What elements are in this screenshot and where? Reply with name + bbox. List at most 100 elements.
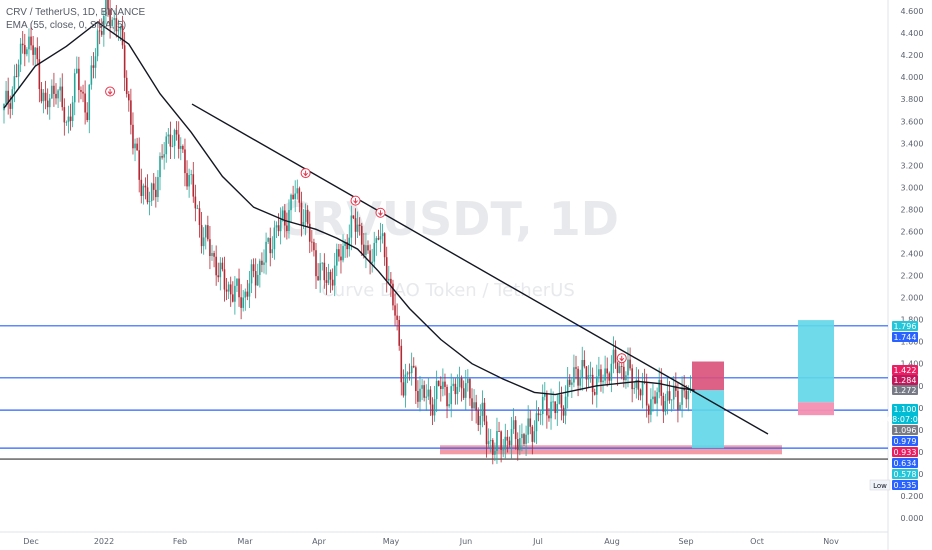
candle-body <box>685 390 688 400</box>
price-label-value: 0.634 <box>894 459 917 468</box>
price-label-value: 0.578 <box>894 470 917 479</box>
candle-body <box>73 73 76 103</box>
candle-body <box>269 238 272 254</box>
candle-body <box>26 49 28 55</box>
candle-body <box>173 129 176 146</box>
price-label-value: 1.096 <box>894 426 917 435</box>
price-label-countdown: 08:07:03 <box>887 415 923 424</box>
candle-body <box>321 262 324 264</box>
candle-body <box>600 369 602 383</box>
candle-body <box>593 391 596 395</box>
candle-body <box>296 188 299 194</box>
candle-body <box>535 413 538 432</box>
candle-body <box>140 179 143 196</box>
candle-body <box>400 345 403 383</box>
price-label-value: 0.979 <box>894 437 917 446</box>
candle-body <box>200 225 203 247</box>
candle-body <box>350 215 353 238</box>
candle-body <box>639 389 642 396</box>
candle-body <box>217 275 220 278</box>
candle-body <box>425 396 428 398</box>
candle-body <box>229 284 232 295</box>
candle-body <box>292 194 294 200</box>
candle-body <box>388 278 390 281</box>
candle-body <box>186 173 188 187</box>
candle-body <box>394 305 396 316</box>
candle-body <box>175 129 178 135</box>
candle-body <box>504 436 507 450</box>
position-2-target-zone <box>798 320 834 403</box>
candle-body <box>134 143 136 149</box>
candle-body <box>614 349 617 363</box>
candle-body <box>585 366 588 380</box>
candle-body <box>589 374 592 376</box>
candle-body <box>390 278 392 284</box>
price-label-tag <box>892 404 918 424</box>
price-label-tag <box>892 447 918 457</box>
candle-body <box>256 274 259 286</box>
candle-body <box>360 226 363 245</box>
candle-body <box>308 223 311 242</box>
candle-body <box>396 315 398 320</box>
candle-body <box>84 93 86 113</box>
candle-body <box>221 262 224 270</box>
candle-body <box>404 374 407 396</box>
symbol-line: CRV / TetherUS, 1D, BINANCE <box>6 7 146 18</box>
candle-body <box>44 92 47 101</box>
candle-body <box>42 92 45 102</box>
candle-body <box>581 359 584 378</box>
y-tick-label: 4.600 <box>901 7 924 16</box>
candle-body <box>284 210 286 226</box>
candle-body <box>610 363 613 381</box>
price-label-tag <box>892 321 918 331</box>
candle-body <box>568 379 571 385</box>
candle-body <box>618 366 621 374</box>
candle-body <box>336 249 338 266</box>
candle-body <box>250 264 253 284</box>
y-tick-label: 3.800 <box>901 95 924 104</box>
x-tick-label: May <box>383 537 400 546</box>
candle-body <box>92 65 95 68</box>
candle-body <box>304 209 307 222</box>
candle-body <box>358 224 361 227</box>
candle-body <box>130 100 132 125</box>
candle-body <box>38 59 41 90</box>
candle-body <box>371 261 373 264</box>
candle-body <box>254 271 257 286</box>
candle-body <box>28 36 30 50</box>
candle-body <box>171 145 174 147</box>
y-tick-label: 1.800 <box>901 316 924 325</box>
candle-body <box>40 89 43 102</box>
y-tick-label: 0.200 <box>901 492 924 501</box>
candle-body <box>236 278 238 286</box>
candle-body <box>319 263 321 281</box>
candle-body <box>271 249 274 254</box>
candle-body <box>521 434 523 439</box>
position-2-stop-zone <box>798 402 834 416</box>
candle-body <box>169 134 172 147</box>
y-tick-label: 4.400 <box>901 29 924 38</box>
candle-body <box>381 233 384 237</box>
candle-body <box>177 134 180 149</box>
candle-body <box>157 177 159 198</box>
candle-body <box>483 402 486 422</box>
ema-line: EMA (55, close, 0, SMA, 5) <box>6 20 127 31</box>
candle-body <box>298 188 301 203</box>
candle-body <box>433 399 436 416</box>
candle-body <box>606 368 608 374</box>
candle-body <box>103 16 105 35</box>
candle-body <box>469 378 471 399</box>
candle-body <box>346 241 348 250</box>
candle-body <box>421 385 423 389</box>
candle-body <box>508 440 511 446</box>
candle-body <box>146 187 149 203</box>
candle-body <box>510 429 513 446</box>
candle-body <box>78 68 80 91</box>
candle-body <box>487 441 490 445</box>
candle-body <box>427 389 430 397</box>
candle-body <box>385 257 388 281</box>
descending-trendline <box>191 103 769 435</box>
candle-body <box>675 385 677 391</box>
